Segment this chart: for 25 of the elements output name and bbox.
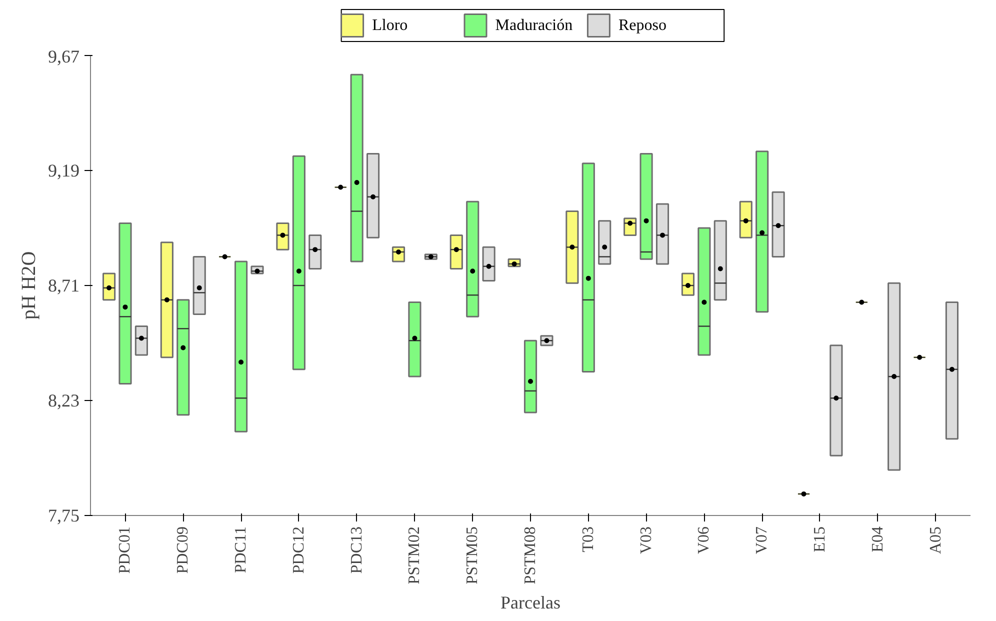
y-tick-label: 7,75 <box>48 506 80 526</box>
x-tick-label: T03 <box>580 526 597 552</box>
x-tick-label: V03 <box>638 526 655 554</box>
legend-label: Maduración <box>495 17 573 34</box>
x-tick-label: V06 <box>696 526 713 554</box>
y-tick-label: 9,67 <box>48 46 80 66</box>
x-tick-label: PDC09 <box>174 526 192 574</box>
x-tick-label: PSTM05 <box>464 526 482 584</box>
y-tick-label: 8,71 <box>48 276 80 296</box>
x-tick-label: PDC12 <box>290 526 308 574</box>
legend-label: Lloro <box>372 17 408 34</box>
legend-label: Reposo <box>618 17 666 34</box>
x-tick-label: A05 <box>927 526 944 554</box>
x-axis-title: Parcelas <box>500 592 560 612</box>
y-axis-title: pH H2O <box>18 251 40 320</box>
x-tick-label: PDC11 <box>232 526 250 574</box>
y-tick-label: 9,19 <box>48 160 80 180</box>
x-tick-label: E15 <box>811 526 828 552</box>
x-tick-label: V07 <box>754 526 771 554</box>
x-tick-label: PDC01 <box>116 526 134 574</box>
x-tick-label: PSTM02 <box>406 526 424 584</box>
y-tick-label: 8,23 <box>48 390 80 410</box>
x-tick-label: PSTM08 <box>522 526 539 584</box>
x-tick-label: PDC13 <box>348 526 366 574</box>
x-tick-label: E04 <box>869 526 886 552</box>
